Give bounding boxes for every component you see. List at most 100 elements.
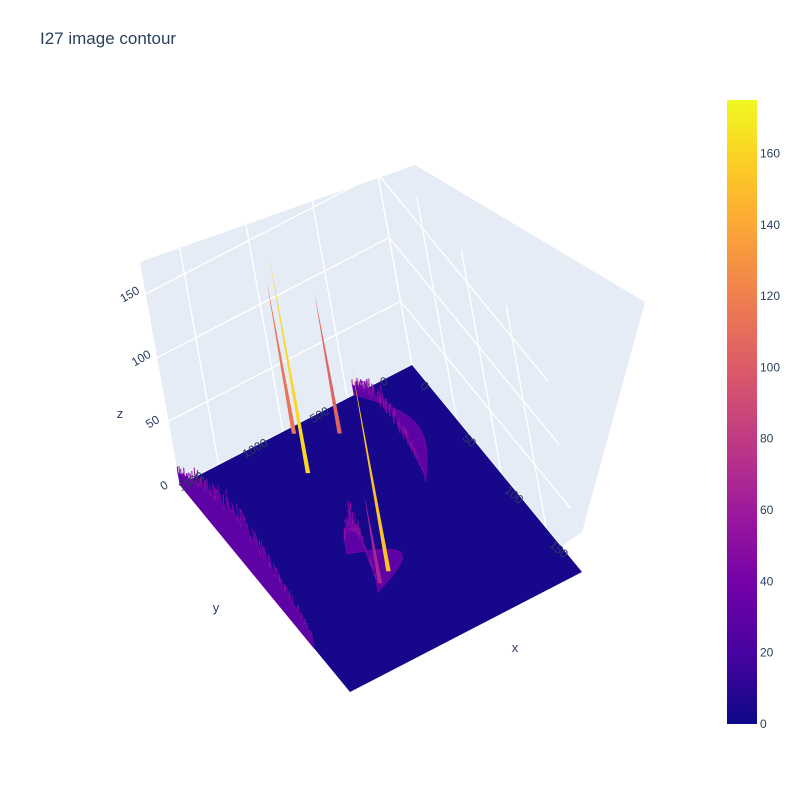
surface-texture bbox=[362, 380, 364, 384]
surface-texture bbox=[239, 508, 241, 512]
surface-texture bbox=[349, 522, 351, 526]
surface-texture bbox=[213, 496, 215, 502]
surface-texture bbox=[273, 574, 275, 577]
colorbar-tick-label: 120 bbox=[760, 289, 780, 303]
surface-texture bbox=[399, 431, 401, 434]
surface-texture bbox=[384, 398, 387, 404]
surface-texture bbox=[413, 455, 415, 457]
surface-texture bbox=[268, 562, 271, 569]
surface-texture bbox=[178, 466, 180, 474]
surface-texture bbox=[262, 559, 265, 561]
surface-texture bbox=[215, 488, 217, 496]
surface-texture bbox=[252, 529, 254, 534]
surface-texture bbox=[204, 485, 206, 492]
axis-labels: x y z bbox=[117, 406, 519, 655]
tick-label-z: 0 bbox=[158, 478, 171, 494]
surface-texture bbox=[356, 377, 358, 383]
surface-texture bbox=[285, 586, 288, 589]
surface-texture bbox=[348, 527, 351, 531]
surface-texture bbox=[363, 545, 366, 548]
gridline-x bbox=[460, 250, 503, 475]
surface-texture bbox=[347, 515, 350, 517]
surface-texture bbox=[393, 420, 396, 422]
surface-texture bbox=[214, 495, 216, 500]
surface-texture bbox=[308, 629, 311, 633]
surface-texture bbox=[415, 451, 417, 457]
surface-texture bbox=[375, 395, 377, 399]
surface-texture bbox=[351, 511, 354, 518]
surface-texture bbox=[252, 540, 254, 543]
surface-texture bbox=[365, 551, 367, 554]
surface-texture bbox=[197, 482, 199, 487]
colorbar-tick-label: 20 bbox=[760, 646, 774, 660]
surface-texture bbox=[235, 504, 238, 511]
surface-texture bbox=[389, 403, 392, 408]
colorbar-tick-label: 100 bbox=[760, 360, 780, 374]
surface-texture bbox=[345, 528, 347, 533]
colorbar: 0 20 40 60 80 100 120 140 160 bbox=[727, 100, 780, 731]
surface-texture bbox=[365, 547, 367, 550]
surface-texture bbox=[365, 383, 368, 386]
surface-texture bbox=[351, 523, 353, 526]
data-point-peak bbox=[314, 293, 342, 434]
surface-texture bbox=[300, 612, 302, 619]
surface-texture bbox=[236, 516, 238, 522]
surface-texture bbox=[371, 385, 374, 393]
surface-texture bbox=[376, 391, 379, 395]
surface-texture bbox=[352, 519, 354, 525]
surface-texture bbox=[294, 605, 296, 609]
colorbar-tick-label: 60 bbox=[760, 503, 774, 517]
surface-texture bbox=[349, 502, 352, 511]
surface-texture bbox=[368, 378, 370, 387]
surface-texture bbox=[345, 525, 347, 531]
surface-texture bbox=[388, 403, 390, 406]
surface-texture bbox=[354, 517, 357, 525]
surface-texture bbox=[204, 480, 207, 488]
data-point-peak bbox=[364, 494, 383, 584]
surface-texture bbox=[359, 527, 361, 534]
surface-texture bbox=[347, 500, 349, 509]
gridline-y bbox=[242, 208, 284, 432]
surface-peaks bbox=[266, 256, 391, 584]
surface-texture bbox=[416, 452, 419, 461]
surface-texture bbox=[231, 507, 234, 513]
surface-texture bbox=[196, 469, 199, 476]
surface-texture bbox=[406, 429, 408, 438]
surface-texture bbox=[288, 590, 291, 597]
surface-texture bbox=[354, 525, 357, 529]
colorbar-tick-label: 160 bbox=[760, 146, 780, 160]
surface-texture bbox=[278, 577, 281, 583]
surface-texture bbox=[352, 384, 354, 387]
surface-texture bbox=[366, 549, 369, 556]
surface-texture bbox=[355, 528, 357, 532]
surface-texture bbox=[226, 513, 228, 515]
surface-texture bbox=[353, 527, 355, 532]
surface-texture bbox=[370, 394, 373, 396]
colorbar-bar bbox=[727, 100, 757, 724]
surface-texture bbox=[302, 614, 304, 620]
surface-texture bbox=[354, 381, 356, 385]
surface-texture bbox=[388, 411, 391, 417]
surface-texture bbox=[351, 379, 353, 387]
surface-texture bbox=[344, 519, 346, 522]
surface-texture bbox=[368, 560, 370, 563]
tick-label-z: 150 bbox=[118, 283, 143, 305]
axis-label-x: x bbox=[512, 640, 519, 655]
surface-texture bbox=[243, 516, 246, 521]
axis-label-z: z bbox=[117, 406, 124, 421]
data-point-peak bbox=[269, 256, 311, 474]
surface-texture bbox=[233, 510, 236, 514]
surface-texture bbox=[357, 520, 359, 528]
surface-texture bbox=[222, 494, 225, 503]
surface-texture bbox=[297, 604, 299, 610]
surface-texture bbox=[362, 541, 365, 545]
surface-texture bbox=[386, 403, 389, 409]
side-wall-yz bbox=[140, 165, 415, 485]
surface-texture bbox=[306, 623, 309, 629]
surface-texture bbox=[191, 470, 193, 479]
axis-label-y: y bbox=[213, 600, 220, 615]
surface-texture bbox=[216, 489, 218, 494]
surface-texture bbox=[359, 378, 362, 384]
surface-texture bbox=[362, 536, 364, 540]
